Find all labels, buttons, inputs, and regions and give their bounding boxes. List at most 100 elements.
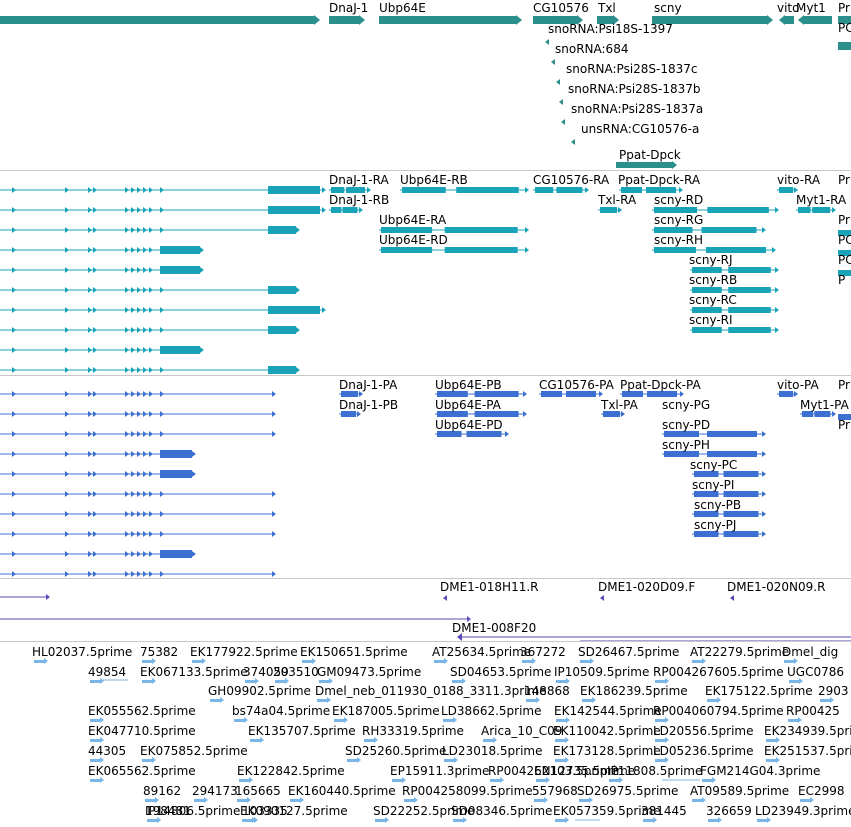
gene-label[interactable]: Myt1 xyxy=(796,1,826,15)
est-label[interactable]: EK090127.5prime xyxy=(240,804,348,818)
exon-bar[interactable] xyxy=(654,207,698,213)
est-bar[interactable] xyxy=(194,799,204,802)
est-label[interactable]: HL02037.5prime xyxy=(32,645,133,659)
transcript-label[interactable]: scny-RJ xyxy=(689,253,733,267)
est-label[interactable]: EK175122.5prime xyxy=(705,684,813,698)
exon-bar[interactable] xyxy=(346,187,366,193)
est-bar[interactable] xyxy=(364,739,374,742)
gene-label[interactable]: snoRNA:684 xyxy=(555,42,629,56)
est-bar[interactable] xyxy=(766,759,776,762)
exon-bar[interactable] xyxy=(622,391,643,397)
exon-bar[interactable] xyxy=(341,391,348,397)
est-bar[interactable] xyxy=(555,739,565,742)
est-label[interactable]: RP004060794.5prime xyxy=(653,704,784,718)
exon-bar[interactable] xyxy=(268,306,320,314)
exon-bar[interactable] xyxy=(838,270,851,276)
est-bar[interactable] xyxy=(556,719,566,722)
transcript-label[interactable]: scny-RB xyxy=(689,273,738,287)
exon-bar[interactable] xyxy=(603,411,610,417)
exon-bar[interactable] xyxy=(600,207,607,213)
exon-bar[interactable] xyxy=(692,267,722,273)
transcript-label[interactable]: Ubp64E-RD xyxy=(379,233,448,247)
est-bar[interactable] xyxy=(490,779,500,782)
exon-bar[interactable] xyxy=(466,431,502,437)
est-bar[interactable] xyxy=(655,680,665,683)
est-label[interactable]: LD38662.5prime xyxy=(441,704,542,718)
exon-bar[interactable] xyxy=(160,450,192,458)
exon-bar[interactable] xyxy=(838,230,851,236)
est-label[interactable]: 89162 xyxy=(143,784,182,798)
est-label[interactable]: 44305 xyxy=(88,744,127,758)
exon-bar[interactable] xyxy=(646,187,676,193)
transcript-label[interactable]: Pr xyxy=(838,213,850,227)
exon-bar[interactable] xyxy=(664,451,699,457)
clone-label[interactable]: DME1-018H11.R xyxy=(440,580,539,594)
est-bar[interactable] xyxy=(692,799,702,802)
gene-label[interactable]: snoRNA:Psi18S-1397 xyxy=(548,22,673,36)
est-label[interactable]: EK122842.5prime xyxy=(237,764,345,778)
est-label[interactable]: EK110042.5prime xyxy=(553,724,661,738)
est-bar[interactable] xyxy=(392,779,402,782)
exon-bar[interactable] xyxy=(728,287,771,293)
est-bar[interactable] xyxy=(582,699,592,702)
est-label[interactable]: EK150651.5prime xyxy=(300,645,408,659)
exon-bar[interactable] xyxy=(723,471,759,477)
est-label[interactable]: EK055562.5prime xyxy=(88,704,196,718)
protein-label[interactable]: scny-PC xyxy=(690,458,738,472)
gene-bar[interactable] xyxy=(597,16,613,24)
est-label[interactable]: 326659 xyxy=(706,804,752,818)
est-label[interactable]: EK057359.5prime xyxy=(553,804,661,818)
est-bar[interactable] xyxy=(784,660,794,663)
transcript-label[interactable]: Ppat-Dpck-RA xyxy=(618,173,701,187)
exon-bar[interactable] xyxy=(798,207,811,213)
exon-bar[interactable] xyxy=(728,327,771,333)
est-label[interactable]: EP15911.3prime xyxy=(390,764,490,778)
gene-bar[interactable] xyxy=(785,16,794,24)
est-bar[interactable] xyxy=(290,799,300,802)
transcript-label[interactable]: Ubp64E-RB xyxy=(400,173,468,187)
est-label[interactable]: 148868 xyxy=(524,684,570,698)
est-bar[interactable] xyxy=(820,699,830,702)
est-bar[interactable] xyxy=(250,739,260,742)
exon-bar[interactable] xyxy=(784,187,794,193)
exon-bar[interactable] xyxy=(381,247,433,253)
exon-bar[interactable] xyxy=(838,250,851,256)
protein-label[interactable]: Pr xyxy=(838,378,850,392)
exon-bar[interactable] xyxy=(268,366,296,374)
est-label[interactable]: EK142544.5prime xyxy=(554,704,662,718)
est-label[interactable]: bs74a04.5prime xyxy=(232,704,331,718)
gene-label[interactable]: snoRNA:Psi28S-1837c xyxy=(566,62,698,76)
est-label[interactable]: EK067133.5prime xyxy=(140,665,248,679)
est-bar[interactable] xyxy=(536,779,546,782)
exon-bar[interactable] xyxy=(694,471,719,477)
est-label[interactable]: Dmel_neb_011930_0188_3311.3prime xyxy=(315,684,547,698)
est-label[interactable]: IP14806.5prime xyxy=(145,804,241,818)
exon-bar[interactable] xyxy=(474,391,519,397)
est-label[interactable]: LD23018.5prime xyxy=(442,744,543,758)
est-bar[interactable] xyxy=(800,799,810,802)
exon-bar[interactable] xyxy=(654,227,693,233)
exon-bar[interactable] xyxy=(444,227,518,233)
protein-label[interactable]: DnaJ-1-PA xyxy=(339,378,398,392)
transcript-label[interactable]: scny-RD xyxy=(654,193,704,207)
est-label[interactable]: GH09902.5prime xyxy=(208,684,311,698)
est-bar[interactable] xyxy=(452,680,462,683)
est-bar[interactable] xyxy=(443,719,453,722)
exon-bar[interactable] xyxy=(814,411,831,417)
est-bar[interactable] xyxy=(643,819,653,822)
exon-bar[interactable] xyxy=(160,266,200,274)
est-label[interactable]: 49854 xyxy=(88,665,127,679)
gene-bar[interactable] xyxy=(329,16,359,24)
exon-bar[interactable] xyxy=(654,247,696,253)
est-bar[interactable] xyxy=(302,660,312,663)
est-bar[interactable] xyxy=(142,660,152,663)
transcript-label[interactable]: DnaJ-1-RA xyxy=(329,173,389,187)
est-bar[interactable] xyxy=(275,680,285,683)
est-bar[interactable] xyxy=(580,660,590,663)
est-bar[interactable] xyxy=(375,819,385,822)
est-bar[interactable] xyxy=(434,660,444,663)
est-label[interactable]: 2903 xyxy=(818,684,849,698)
est-label[interactable]: AT22279.5prime xyxy=(690,645,790,659)
est-bar[interactable] xyxy=(655,759,665,762)
exon-bar[interactable] xyxy=(838,414,851,420)
